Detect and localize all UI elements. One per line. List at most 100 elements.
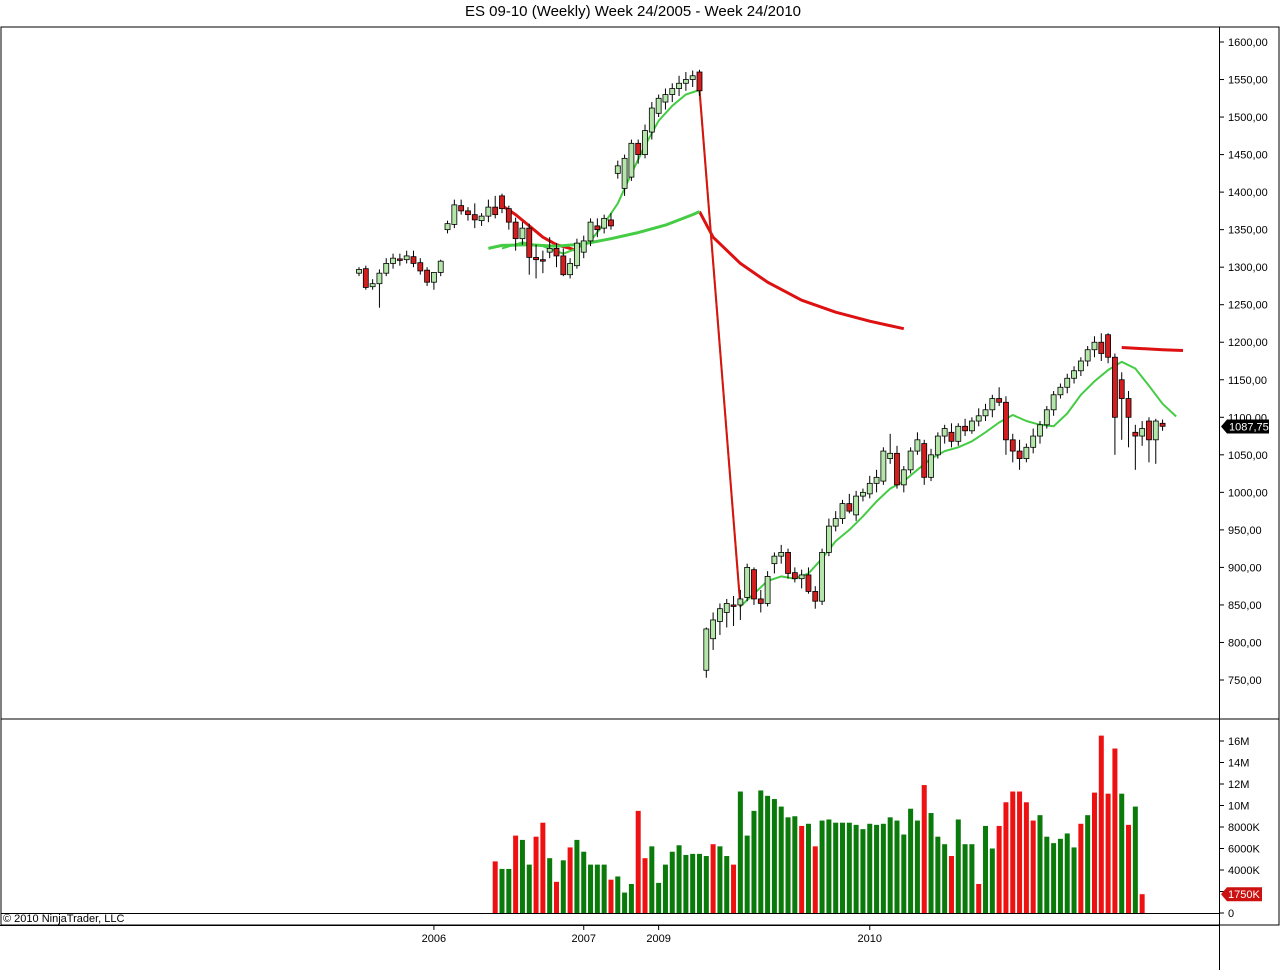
- volume-bar-up: [656, 882, 662, 913]
- candle-up: [744, 567, 751, 598]
- candle-up: [478, 215, 485, 222]
- candle-up: [982, 409, 989, 417]
- candle-up: [723, 603, 730, 613]
- candle-up: [437, 260, 444, 273]
- volume-bar-up: [1119, 793, 1125, 913]
- volume-bar-up: [560, 860, 566, 913]
- volume-bar-up: [526, 864, 532, 913]
- candle-up: [778, 552, 785, 557]
- price-tick-label: 750,00: [1228, 675, 1262, 687]
- volume-bar-up: [662, 864, 668, 913]
- volume-tick-label: 8000K: [1228, 822, 1260, 834]
- candle-down: [785, 552, 791, 574]
- volume-bar-down: [553, 881, 559, 913]
- volume-bar-up: [908, 808, 914, 913]
- price-tick-label: 1450,00: [1228, 150, 1268, 162]
- volume-bar-up: [1057, 838, 1063, 913]
- volume-bar-up: [1132, 806, 1138, 913]
- candle-down: [1118, 379, 1125, 399]
- volume-bar-up: [785, 817, 791, 913]
- volume-bar-down: [1112, 748, 1118, 913]
- volume-tick-label: 0: [1228, 908, 1234, 920]
- volume-bar-up: [853, 824, 859, 913]
- volume-bar-up: [846, 822, 852, 913]
- candle-down: [846, 503, 853, 512]
- candle-up: [710, 619, 717, 640]
- volume-bar-down: [635, 810, 641, 913]
- slow-ma-red-line: [698, 210, 905, 331]
- candle-up: [941, 428, 948, 437]
- candle-up: [832, 518, 839, 527]
- volume-bar-up: [669, 851, 675, 913]
- candle-down: [894, 452, 900, 486]
- volume-tick-label: 10M: [1228, 801, 1249, 813]
- price-tick-label: 1000,00: [1228, 487, 1268, 499]
- volume-bar-down: [1023, 802, 1029, 913]
- price-tick-label: 1050,00: [1228, 450, 1268, 462]
- candle-up: [887, 452, 894, 459]
- candle-up: [444, 223, 451, 231]
- volume-bar-up: [942, 844, 948, 913]
- volume-bar-up: [588, 864, 594, 913]
- volume-bar-up: [622, 892, 628, 913]
- volume-bar-up: [744, 835, 750, 913]
- volume-bar-up: [989, 848, 995, 913]
- last-volume-shape: [1221, 887, 1262, 902]
- candle-down: [505, 208, 512, 223]
- slow-ma-red-line: [1121, 346, 1184, 352]
- last-price-shape: [1221, 419, 1269, 434]
- candle-down: [533, 257, 539, 261]
- volume-bar-up: [983, 825, 989, 913]
- candle-down: [1132, 431, 1139, 437]
- candle-down: [1098, 341, 1105, 354]
- volume-bar-down: [513, 835, 519, 913]
- volume-bar-up: [901, 834, 907, 913]
- price-tick-label: 1600,00: [1228, 37, 1268, 49]
- volume-bar-up: [860, 829, 866, 913]
- volume-bar-down: [799, 825, 805, 913]
- candle-down: [791, 572, 798, 580]
- volume-bar-up: [615, 876, 621, 913]
- candle-up: [839, 503, 846, 520]
- candle-down: [1105, 334, 1111, 358]
- candle-down: [539, 259, 546, 262]
- volume-bar-up: [1071, 847, 1077, 913]
- candle-up: [860, 491, 866, 497]
- candle-up: [628, 142, 635, 178]
- volume-bar-down: [731, 864, 737, 913]
- volume-bar-down: [1010, 791, 1016, 913]
- volume-bar-down: [948, 856, 954, 913]
- price-tick-label: 950,00: [1228, 525, 1262, 537]
- volume-bar-down: [1098, 735, 1104, 913]
- x-axis: 2006 2007 2009 2010: [422, 925, 882, 945]
- candle-up: [928, 454, 934, 478]
- volume-bar-up: [1051, 843, 1057, 913]
- candle-down: [594, 225, 601, 231]
- last-price-marker: 1087,75: [1221, 419, 1269, 434]
- volume-bar-up: [649, 846, 655, 913]
- volume-bar-up: [601, 864, 607, 913]
- volume-tick-label: 14M: [1228, 758, 1249, 770]
- candle-up: [955, 425, 962, 442]
- candle-up: [866, 482, 873, 495]
- volume-bar-up: [819, 820, 825, 913]
- price-tick-label: 900,00: [1228, 562, 1262, 574]
- candle-down: [996, 398, 1003, 403]
- volume-bar-down: [996, 825, 1002, 913]
- volume-bar-up: [1044, 836, 1050, 913]
- candle-down: [499, 195, 505, 210]
- candle-up: [580, 240, 587, 253]
- candle-up: [614, 165, 621, 174]
- volume-bar-up: [499, 868, 505, 913]
- candle-down: [962, 425, 968, 432]
- volume-bar-up: [805, 823, 811, 913]
- candle-down: [696, 71, 703, 92]
- candle-down: [948, 431, 955, 442]
- candle-down: [553, 248, 560, 257]
- candles: [356, 69, 1166, 678]
- candle-up: [907, 450, 914, 471]
- candle-down: [492, 206, 499, 216]
- volume-bar-down: [608, 879, 614, 913]
- candle-up: [771, 555, 778, 565]
